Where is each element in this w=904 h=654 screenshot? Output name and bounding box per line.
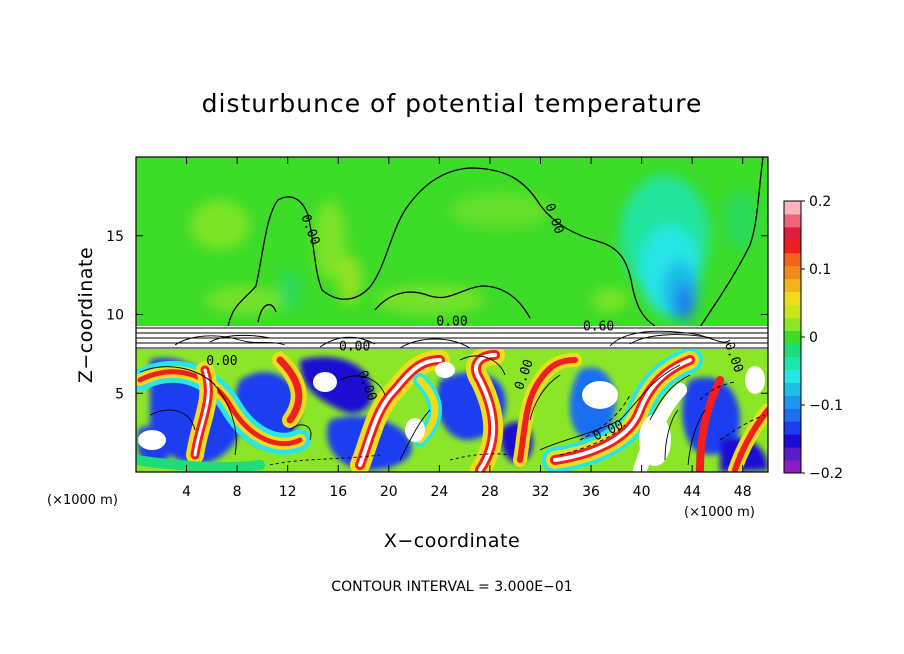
x-tick-label: 48 bbox=[734, 484, 752, 500]
colorbar-swatch bbox=[784, 317, 801, 332]
contour-label: 0.60 bbox=[583, 319, 614, 334]
colorbar-swatch bbox=[784, 434, 801, 448]
x-tick-label: 4 bbox=[182, 484, 191, 500]
y-axis: 5 10 15 bbox=[106, 229, 768, 402]
colorbar-swatch bbox=[784, 304, 801, 319]
colorbar-swatch bbox=[784, 201, 801, 215]
contour-label: 0.00 bbox=[436, 315, 467, 330]
x-tick-label: 16 bbox=[329, 484, 347, 500]
contour-label: 0.00 bbox=[339, 340, 370, 355]
colorbar-swatch bbox=[784, 395, 801, 409]
lower-field bbox=[136, 349, 768, 472]
y-axis-title: Z−coordinate bbox=[75, 247, 97, 383]
colorbar-swatch bbox=[784, 278, 801, 293]
colorbar-swatch bbox=[784, 447, 801, 461]
x-unit-left: (×1000 m) bbox=[47, 493, 118, 508]
colorbar-label: 0.2 bbox=[809, 194, 831, 210]
colorbar-swatch bbox=[784, 369, 801, 383]
x-axis-title: X−coordinate bbox=[384, 530, 520, 552]
colorbar-swatch bbox=[784, 343, 801, 357]
colorbar-label: −0.2 bbox=[809, 466, 843, 482]
colorbar: 0.2 0.1 0 −0.1 −0.2 bbox=[783, 194, 843, 482]
chart-title: disturbunce of potential temperature bbox=[202, 89, 703, 118]
x-tick-label: 28 bbox=[481, 484, 499, 500]
x-tick-label: 20 bbox=[380, 484, 398, 500]
interface-band bbox=[136, 326, 768, 350]
colorbar-swatch bbox=[784, 291, 801, 306]
upper-field-shading bbox=[190, 175, 758, 320]
colorbar-swatch bbox=[784, 408, 801, 422]
colorbar-swatch bbox=[784, 226, 801, 241]
colorbar-swatch bbox=[784, 252, 801, 267]
x-tick-label: 8 bbox=[233, 484, 242, 500]
x-unit-right: (×1000 m) bbox=[684, 505, 755, 520]
contour-label: 0.00 bbox=[206, 354, 237, 369]
colorbar-label: −0.1 bbox=[809, 398, 843, 414]
colorbar-swatch bbox=[784, 213, 801, 228]
plot-area: 0.00 0.000.00 0.600.000.000.00 0.000.000.00 bbox=[136, 157, 768, 472]
colorbar-swatch bbox=[784, 265, 801, 280]
upper-contours bbox=[227, 157, 764, 328]
x-tick-label: 12 bbox=[279, 484, 297, 500]
y-tick-label: 5 bbox=[115, 386, 124, 402]
colorbar-swatch bbox=[784, 382, 801, 396]
y-tick-label: 15 bbox=[106, 229, 124, 245]
contour-interval-text: CONTOUR INTERVAL = 3.000E−01 bbox=[331, 579, 572, 595]
x-tick-label: 36 bbox=[582, 484, 600, 500]
colorbar-swatch bbox=[784, 421, 801, 435]
colorbar-swatch bbox=[784, 239, 801, 254]
x-axis: 4 8 12 16 20 24 28 32 36 40 44 48 bbox=[182, 157, 752, 500]
x-tick-label: 44 bbox=[683, 484, 701, 500]
x-tick-label: 32 bbox=[532, 484, 550, 500]
y-tick-label: 10 bbox=[106, 308, 124, 324]
x-tick-label: 40 bbox=[633, 484, 651, 500]
colorbar-label: 0.1 bbox=[809, 262, 831, 278]
x-tick-label: 24 bbox=[430, 484, 448, 500]
colorbar-label: 0 bbox=[809, 330, 818, 346]
colorbar-swatch bbox=[784, 330, 801, 344]
colorbar-swatch bbox=[784, 356, 801, 370]
colorbar-swatch bbox=[784, 460, 801, 474]
